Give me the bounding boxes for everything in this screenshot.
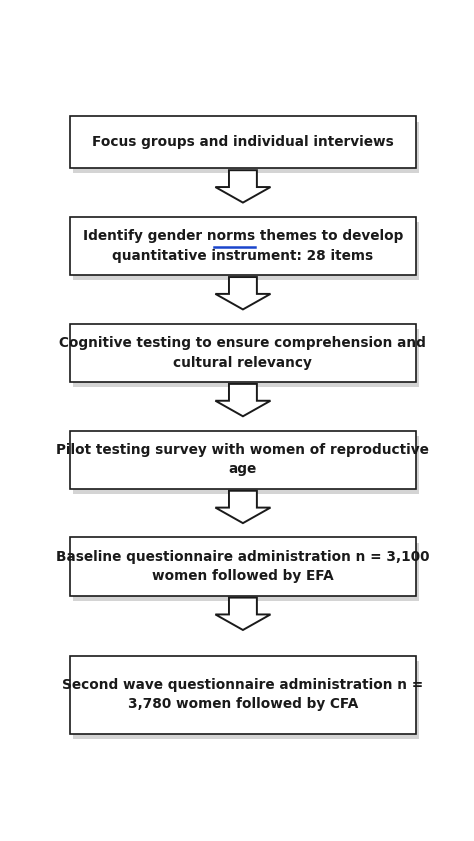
FancyBboxPatch shape	[70, 116, 416, 168]
Text: Baseline questionnaire administration n = 3,100: Baseline questionnaire administration n …	[56, 550, 429, 563]
Text: age: age	[229, 463, 257, 476]
FancyBboxPatch shape	[73, 222, 419, 280]
Text: Identify gender norms themes to develop: Identify gender norms themes to develop	[83, 230, 403, 243]
FancyBboxPatch shape	[70, 537, 416, 595]
Polygon shape	[215, 383, 271, 416]
Text: women followed by EFA: women followed by EFA	[152, 569, 334, 584]
Text: Pilot testing survey with women of reproductive: Pilot testing survey with women of repro…	[56, 443, 429, 457]
FancyBboxPatch shape	[70, 431, 416, 489]
Text: 3,780 women followed by CFA: 3,780 women followed by CFA	[128, 697, 358, 711]
Polygon shape	[215, 598, 271, 630]
FancyBboxPatch shape	[70, 656, 416, 733]
Polygon shape	[215, 170, 271, 203]
Text: quantitative instrument: 28 items: quantitative instrument: 28 items	[112, 249, 374, 262]
FancyBboxPatch shape	[70, 217, 416, 275]
FancyBboxPatch shape	[73, 542, 419, 600]
FancyBboxPatch shape	[70, 324, 416, 382]
Text: Focus groups and individual interviews: Focus groups and individual interviews	[92, 135, 394, 150]
FancyBboxPatch shape	[73, 122, 419, 173]
Polygon shape	[215, 277, 271, 309]
Polygon shape	[215, 491, 271, 523]
Text: Cognitive testing to ensure comprehension and: Cognitive testing to ensure comprehensio…	[60, 336, 426, 350]
FancyBboxPatch shape	[73, 661, 419, 738]
Text: Second wave questionnaire administration n =: Second wave questionnaire administration…	[62, 678, 424, 692]
FancyBboxPatch shape	[73, 329, 419, 387]
FancyBboxPatch shape	[73, 436, 419, 494]
Text: cultural relevancy: cultural relevancy	[173, 356, 312, 369]
